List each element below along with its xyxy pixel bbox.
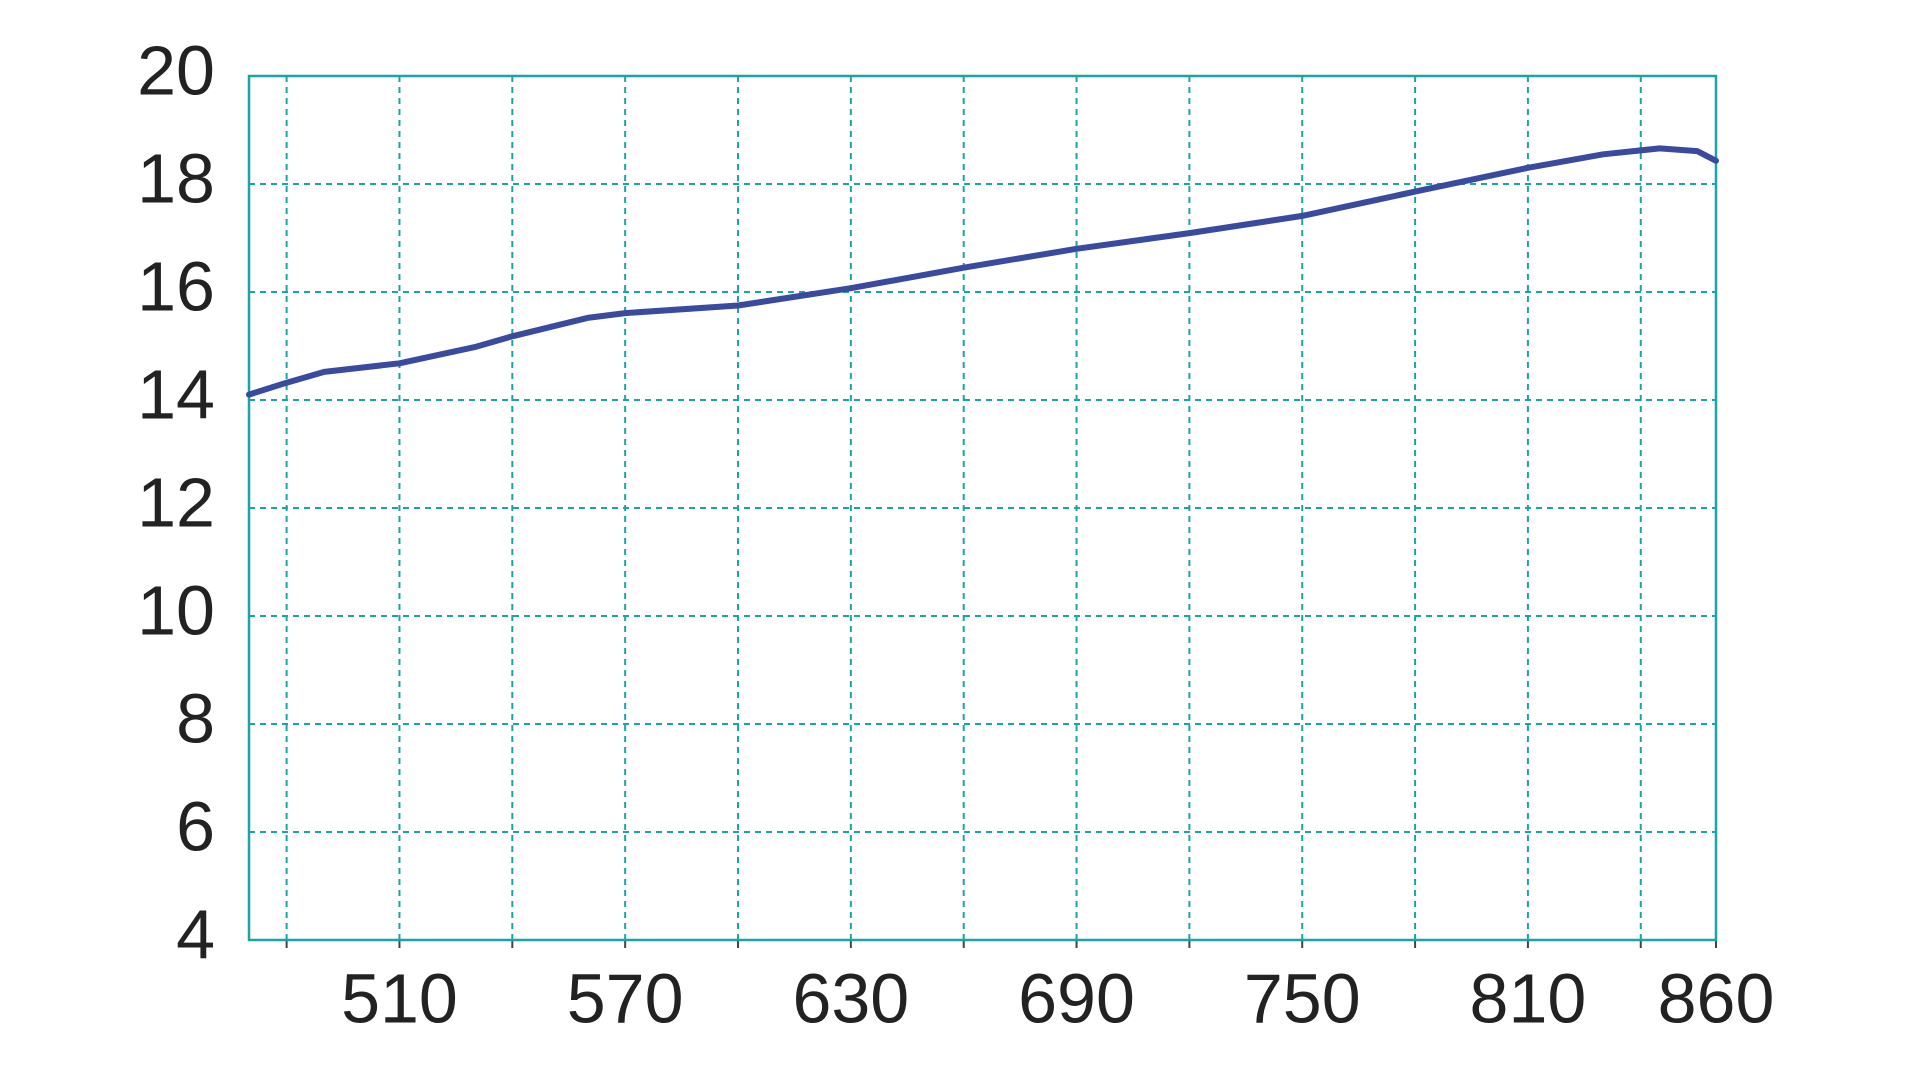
- y-tick-label: 16: [137, 247, 215, 325]
- y-tick-label: 20: [137, 31, 215, 109]
- data-line: [246, 145, 1719, 398]
- y-tick-label: 12: [137, 463, 215, 541]
- y-tick-label: 10: [137, 571, 215, 649]
- x-tick-label: 510: [341, 959, 458, 1037]
- y-tick-label: 8: [176, 679, 215, 757]
- x-tick-label: 860: [1658, 959, 1775, 1037]
- plot-frame: [247, 74, 1718, 942]
- x-tick-label: 570: [567, 959, 684, 1037]
- y-tick-label: 14: [137, 355, 215, 433]
- x-tick-label: 750: [1244, 959, 1361, 1037]
- x-tick-label: 810: [1470, 959, 1587, 1037]
- y-tick-label: 18: [137, 139, 215, 217]
- x-tick-label: 630: [792, 959, 909, 1037]
- y-tick-label: 4: [176, 895, 215, 973]
- y-tick-label: 6: [176, 787, 215, 865]
- x-tick-label: 690: [1018, 959, 1135, 1037]
